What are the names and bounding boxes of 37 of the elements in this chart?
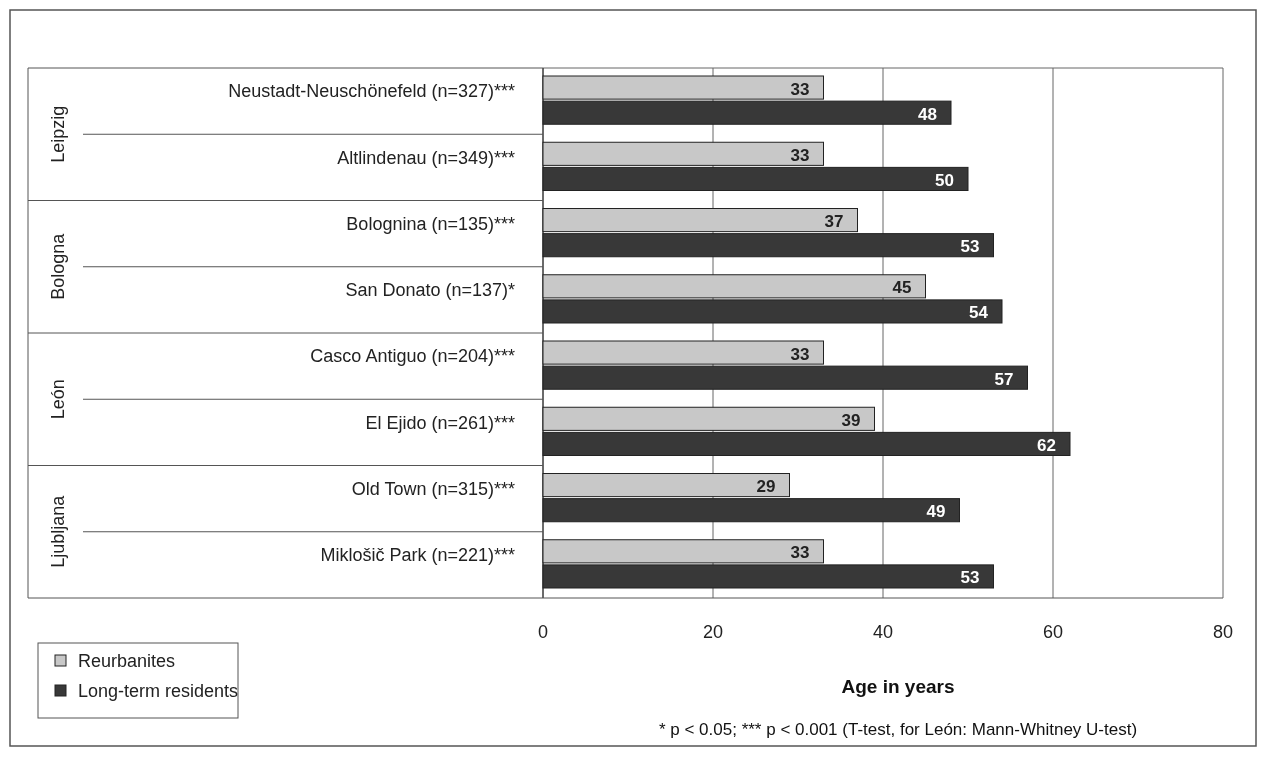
y-tick-label: El Ejido (n=261)*** xyxy=(365,412,515,433)
x-tick-label: 0 xyxy=(537,622,549,642)
text: * p < 0.05; *** p < 0.001 (T-test, for León: Mann-Whitney U-test) xyxy=(658,720,1138,739)
data-label: 29 xyxy=(756,477,776,497)
data-label: 49 xyxy=(926,502,946,522)
data-label: 33 xyxy=(790,145,810,165)
data-label: 53 xyxy=(960,568,980,588)
y-tick-label: Miklošič Park (n=221)*** xyxy=(320,545,515,566)
y-tick-label: San Donato (n=137)* xyxy=(345,280,515,301)
legend-label: Reurbanites xyxy=(78,651,176,672)
data-label: 57 xyxy=(994,369,1014,389)
data-label: 39 xyxy=(841,410,861,430)
data-label: 33 xyxy=(790,79,810,99)
data-label: 45 xyxy=(892,278,912,298)
data-label: 48 xyxy=(918,104,937,124)
x-axis-title: Age in years xyxy=(841,676,955,697)
x-tick-label: 80 xyxy=(1212,622,1234,642)
text: León xyxy=(48,379,69,420)
data-label: 50 xyxy=(935,170,954,190)
data-label: 53 xyxy=(960,237,980,257)
y-tick-label: Neustadt-Neuschönefeld (n=327)*** xyxy=(228,81,515,102)
legend-label: Long-term residents xyxy=(78,681,239,702)
y-tick-label: Altlindenau (n=349)*** xyxy=(337,147,515,168)
data-label: 54 xyxy=(969,303,989,323)
text: Leipzig xyxy=(48,105,69,163)
data-label: 37 xyxy=(824,212,844,232)
x-tick-label: 20 xyxy=(702,622,724,642)
data-label: 33 xyxy=(790,543,810,563)
y-tick-label: Old Town (n=315)*** xyxy=(351,478,515,499)
text: Bologna xyxy=(48,232,69,300)
data-label: 62 xyxy=(1037,435,1056,455)
y-tick-label: Bolognina (n=135)*** xyxy=(346,213,515,234)
data-label: 33 xyxy=(790,344,810,364)
x-tick-label: 60 xyxy=(1042,622,1064,642)
y-tick-label: Casco Antiguo (n=204)*** xyxy=(310,346,515,367)
x-tick-label: 40 xyxy=(872,622,894,642)
text: Ljubljana xyxy=(48,494,69,568)
